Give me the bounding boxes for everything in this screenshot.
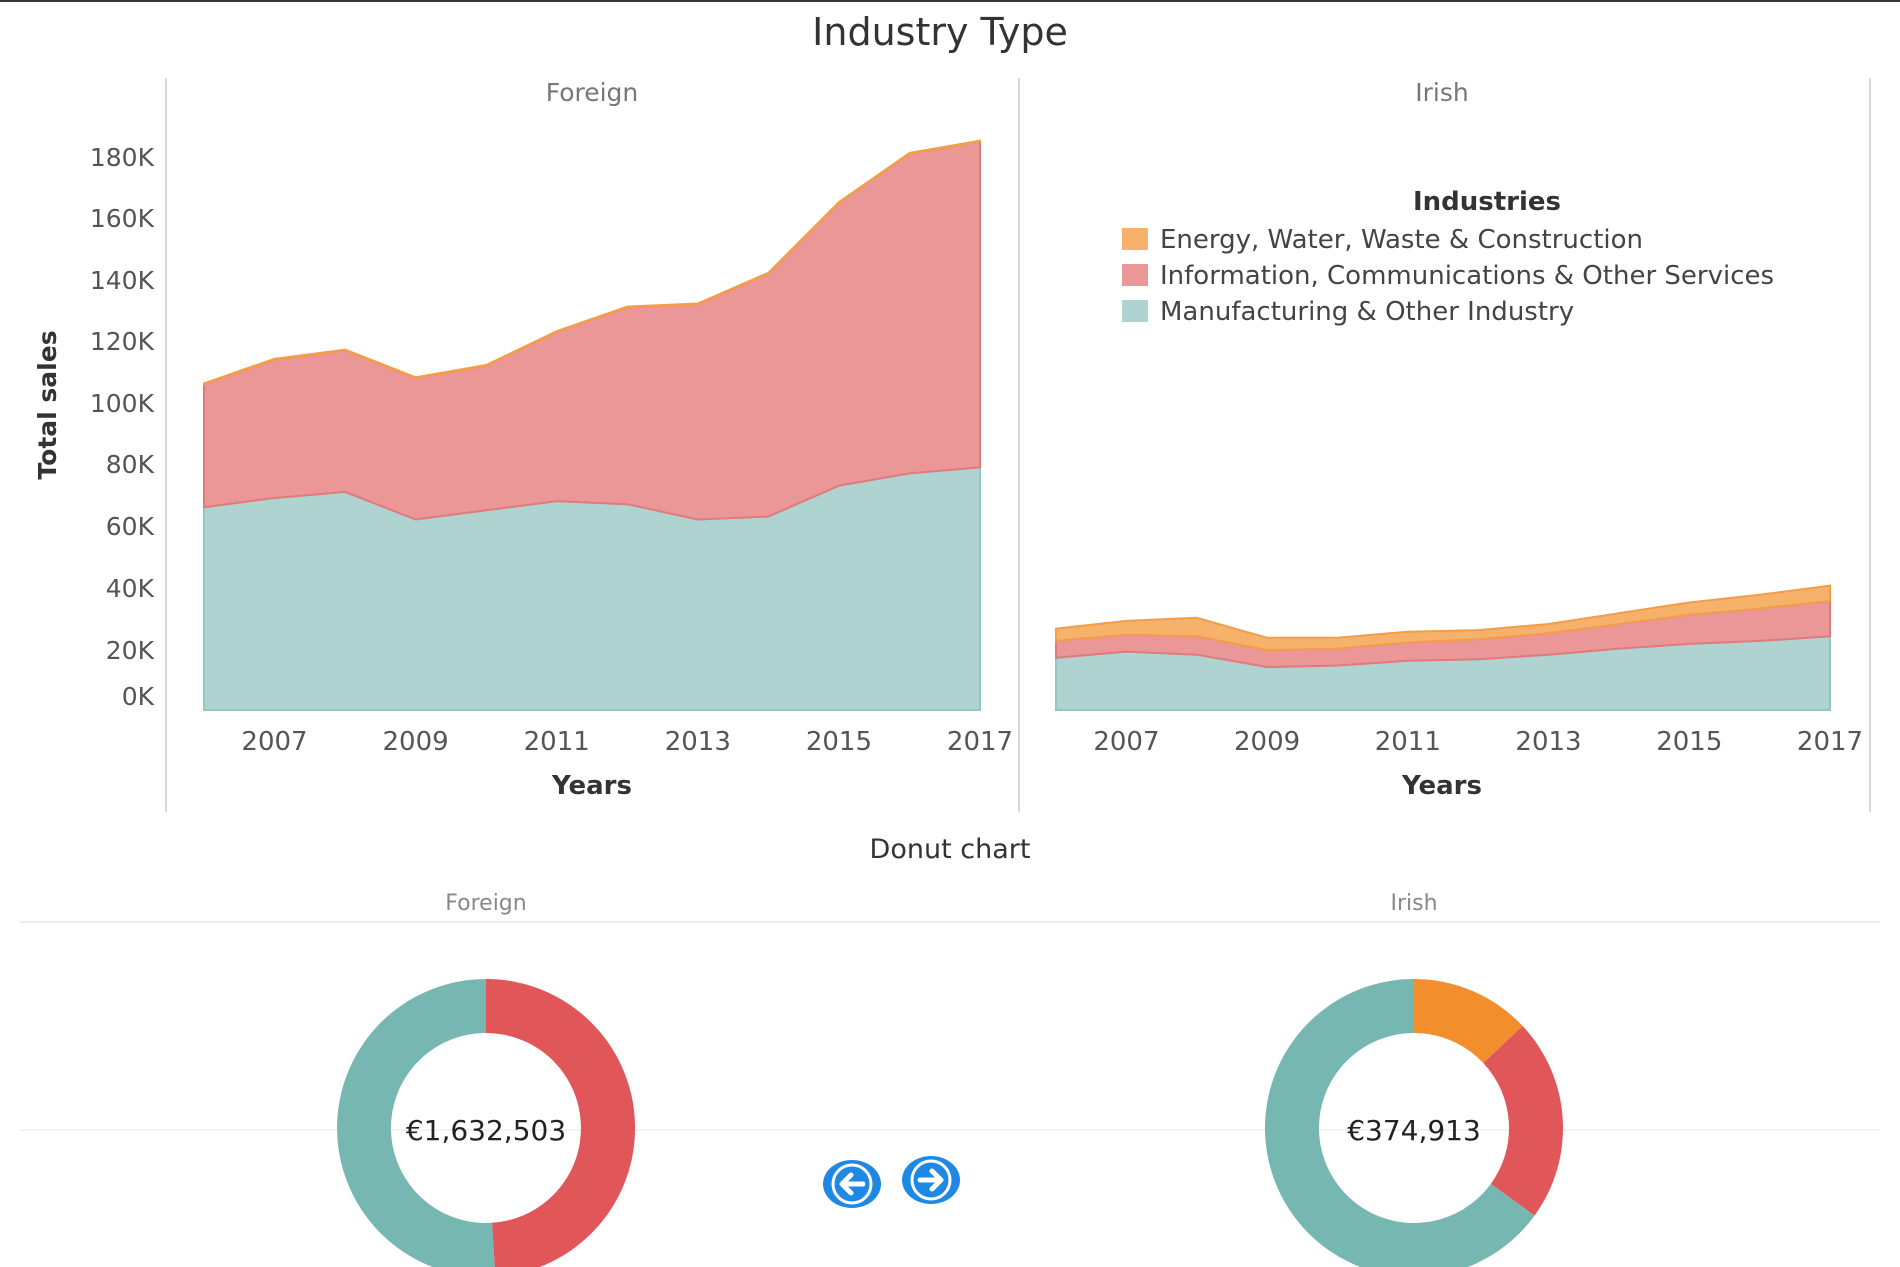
x-tick-label: 2015 — [806, 727, 872, 757]
next-button[interactable] — [902, 1156, 960, 1204]
donut-slice-information — [1483, 1026, 1564, 1216]
donut-header-irish: Irish — [1390, 891, 1437, 916]
x-tick-label: 2017 — [1797, 727, 1863, 757]
y-axis-ticks: 0K 20K 40K 60K 80K 100K 120K 140K 160K 180K — [90, 143, 155, 711]
y-tick-label: 100K — [90, 389, 155, 418]
legend-label-manufacturing: Manufacturing & Other Industry — [1160, 297, 1574, 327]
previous-button[interactable] — [823, 1160, 881, 1208]
x-tick-label: 2011 — [1375, 727, 1441, 757]
donut-total-foreign: €1,632,503 — [406, 1114, 566, 1147]
legend-swatch-information — [1122, 264, 1148, 286]
y-tick-label: 120K — [90, 327, 155, 356]
x-tick-label: 2013 — [1515, 727, 1581, 757]
donut-total-irish: €374,913 — [1347, 1114, 1481, 1147]
x-tick-label: 2017 — [947, 727, 1013, 757]
legend-swatch-manufacturing — [1122, 300, 1148, 322]
x-tick-label: 2009 — [383, 727, 449, 757]
y-tick-label: 80K — [106, 450, 155, 479]
donut-foreign — [337, 979, 635, 1267]
panel-header-irish: Irish — [1415, 78, 1468, 107]
legend-label-energy: Energy, Water, Waste & Construction — [1160, 225, 1643, 255]
area-series-energy — [203, 139, 981, 386]
top-border — [0, 0, 1900, 2]
y-tick-label: 60K — [106, 512, 155, 541]
x-axis-title-foreign: Years — [551, 771, 632, 801]
x-tick-label: 2009 — [1234, 727, 1300, 757]
area-panel-foreign — [203, 139, 981, 711]
area-series-information — [203, 140, 981, 521]
y-tick-label: 0K — [122, 682, 155, 711]
area-chart-title: Industry Type — [812, 10, 1068, 54]
donut-chart-title: Donut chart — [870, 834, 1031, 865]
arrow-right-icon — [910, 1159, 952, 1201]
area-series-energy — [1055, 584, 1831, 652]
legend-swatch-energy — [1122, 228, 1148, 250]
donut-slice-manufacturing — [337, 979, 495, 1267]
area-series-manufacturing — [203, 466, 981, 711]
y-tick-label: 40K — [106, 574, 155, 603]
legend: Industries Energy, Water, Waste & Constr… — [1122, 187, 1774, 327]
x-tick-label: 2007 — [1093, 727, 1159, 757]
donut-irish — [1264, 979, 1564, 1267]
panel-header-foreign: Foreign — [546, 78, 639, 107]
arrow-left-icon — [831, 1163, 873, 1205]
y-tick-label: 180K — [90, 143, 155, 172]
legend-title: Industries — [1413, 187, 1561, 217]
x-axis-title-irish: Years — [1401, 771, 1482, 801]
x-tick-label: 2007 — [241, 727, 307, 757]
y-tick-label: 20K — [106, 636, 155, 665]
y-tick-label: 160K — [90, 204, 155, 233]
y-axis-title: Total sales — [33, 330, 62, 479]
x-tick-label: 2011 — [524, 727, 590, 757]
donut-slice-energy — [1414, 979, 1523, 1063]
area-panel-irish — [1055, 584, 1831, 711]
x-tick-label: 2015 — [1656, 727, 1722, 757]
x-tick-label: 2013 — [665, 727, 731, 757]
legend-label-information: Information, Communications & Other Serv… — [1160, 261, 1774, 291]
y-tick-label: 140K — [90, 266, 155, 295]
x-axis-ticks: 2007 2009 2011 2013 2015 2017 2007 2009 2011 2013… — [241, 727, 1863, 757]
donut-slice-manufacturing — [1264, 979, 1535, 1267]
donut-header-foreign: Foreign — [445, 891, 526, 916]
donut-slice-information — [486, 979, 635, 1267]
